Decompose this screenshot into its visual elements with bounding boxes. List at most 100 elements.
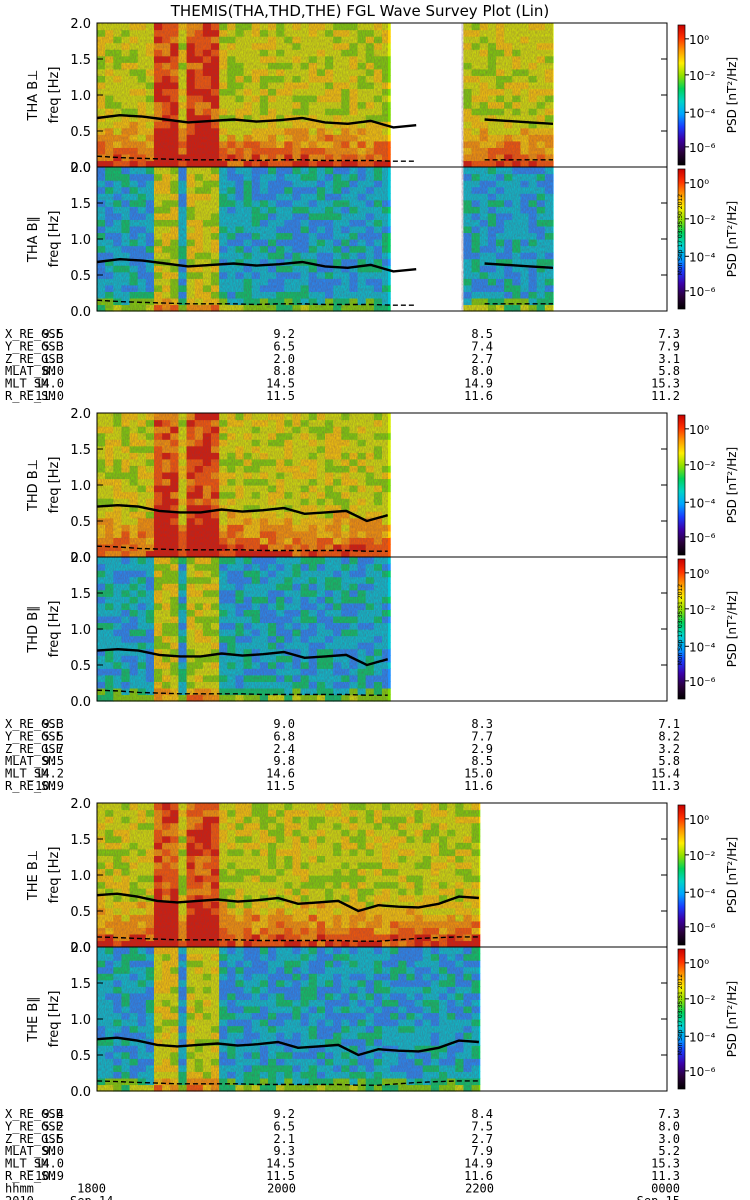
solid-frequency-line	[96, 257, 554, 273]
ephemeris-value: 14.6	[266, 767, 295, 781]
colorbar-gradient	[677, 24, 686, 166]
freq-axis-label: freq [Hz]	[47, 601, 62, 658]
ephemeris-value: 1.7	[42, 742, 64, 756]
ephemeris-value: 8.5	[471, 754, 493, 768]
spectrogram-texture	[461, 23, 553, 167]
y-tick-label: 0.5	[70, 269, 91, 284]
colorbar-gradient	[677, 168, 686, 310]
ephemeris-value: 5.8	[658, 364, 680, 378]
spectrogram-texture	[97, 557, 388, 701]
y-tick-label: 1.5	[70, 443, 91, 458]
ephemeris-value: 2.9	[471, 742, 493, 756]
y-tick-label: 1.0	[70, 479, 91, 494]
colorbar-tick-label: 10⁻⁶	[689, 921, 716, 935]
colorbar: 10⁰ 10⁻² 10⁻⁴ 10⁻⁶ PSD [nT²/Hz]	[677, 804, 739, 946]
dashed-frequency-line	[96, 155, 553, 162]
ephemeris-value: 8.0	[42, 364, 64, 378]
ephemeris-row-label: MLT_SM	[5, 377, 48, 391]
ephemeris-value: 11.5	[266, 779, 295, 793]
y-tick-label: 1.5	[70, 197, 91, 212]
freq-axis-label: freq [Hz]	[47, 67, 62, 124]
colorbar-tick-label: 10⁻⁴	[689, 886, 716, 900]
colorbar-label: PSD [nT²/Hz]	[725, 57, 739, 133]
ephemeris-value: 11.6	[464, 389, 493, 403]
ephemeris-value: 2.7	[471, 352, 493, 366]
y-tick-label: 0.0	[70, 695, 91, 710]
y-tick-label: 1.0	[70, 233, 91, 248]
colorbar-tick-label: 10⁻⁴	[689, 496, 716, 510]
ephemeris-value: 5.5	[42, 729, 64, 743]
colorbar-tick-label: 10⁻⁴	[689, 640, 716, 654]
colorbar-label: PSD [nT²/Hz]	[725, 201, 739, 277]
dashed-frequency-line	[96, 299, 553, 306]
solid-frequency-line	[96, 892, 479, 913]
colorbar-tick-label: 10⁰	[689, 33, 709, 47]
freq-axis-label: freq [Hz]	[47, 211, 62, 268]
ephemeris-value: 3.1	[658, 352, 680, 366]
y-tick-label: 0.0	[70, 941, 91, 956]
solid-frequency-line	[96, 647, 389, 667]
panel-label: THA B∥	[26, 216, 41, 263]
colorbar-tick-label: 10⁰	[689, 813, 709, 827]
ephemeris-value: 7.4	[471, 339, 493, 353]
ephemeris-value: 8.5	[471, 327, 493, 341]
colorbar-label: PSD [nT²/Hz]	[725, 447, 739, 523]
ephemeris-row-label: Z_RE_GSE	[5, 742, 63, 756]
y-tick-label: 1.0	[70, 869, 91, 884]
y-tick-label: 0.0	[70, 161, 91, 176]
ephemeris-row-label: Y_RE_GSE	[5, 729, 63, 743]
ephemeris-row-label: MLT_SM	[5, 767, 48, 781]
colorbar-tick-label: 10⁻⁴	[689, 250, 716, 264]
y-tick-label: 1.0	[70, 89, 91, 104]
y-tick-label: 0.5	[70, 659, 91, 674]
spectrogram-texture	[97, 803, 479, 947]
y-tick-label: 0.5	[70, 515, 91, 530]
y-tick-label: 1.5	[70, 833, 91, 848]
ephemeris-value: 14.0	[35, 377, 64, 391]
ephemeris-value: 5.8	[658, 754, 680, 768]
spectrogram-texture	[97, 23, 388, 167]
ephemeris-value: 10.9	[35, 779, 64, 793]
timestamp-stamp: Mon Sep 17 03:35:50 2012	[677, 194, 684, 276]
ephemeris-value: 11.3	[651, 779, 680, 793]
solid-frequency-line	[96, 113, 554, 129]
ephemeris-row-label: MLAT_SM	[5, 364, 56, 378]
ephemeris-value: 15.0	[464, 767, 493, 781]
spectrogram-texture	[97, 413, 388, 557]
y-tick-label: 0.0	[70, 551, 91, 566]
spectrogram-texture	[461, 167, 553, 311]
y-tick-label: 0.0	[70, 305, 91, 320]
ephemeris-value: 11.2	[651, 389, 680, 403]
ephemeris-value: 15.3	[651, 377, 680, 391]
ephemeris-value: 6.5	[273, 339, 295, 353]
ephemeris-value: 7.7	[471, 729, 493, 743]
ephemeris-value: 11.6	[464, 779, 493, 793]
y-tick-label: 0.5	[70, 905, 91, 920]
ephemeris-row-label: Y_RE_GSE	[5, 339, 63, 353]
ephemeris-value: 7.3	[658, 327, 680, 341]
ephemeris-row-label: X_RE_GSE	[5, 717, 63, 731]
ephemeris-row-label: MLAT_SM	[5, 754, 56, 768]
ephemeris-value: 2.0	[273, 352, 295, 366]
ephemeris-value: 6.8	[273, 729, 295, 743]
solid-frequency-line	[96, 503, 389, 523]
colorbar-label: PSD [nT²/Hz]	[725, 591, 739, 667]
colorbar-tick-label: 10⁻²	[689, 849, 716, 863]
colorbar-label: PSD [nT²/Hz]	[725, 837, 739, 913]
colorbar-gradient	[677, 804, 686, 946]
colorbar-tick-label: 10⁻⁴	[689, 106, 716, 120]
dashed-frequency-line	[96, 545, 388, 552]
y-tick-label: 1.0	[70, 623, 91, 638]
ephemeris-value: 5.3	[42, 339, 64, 353]
